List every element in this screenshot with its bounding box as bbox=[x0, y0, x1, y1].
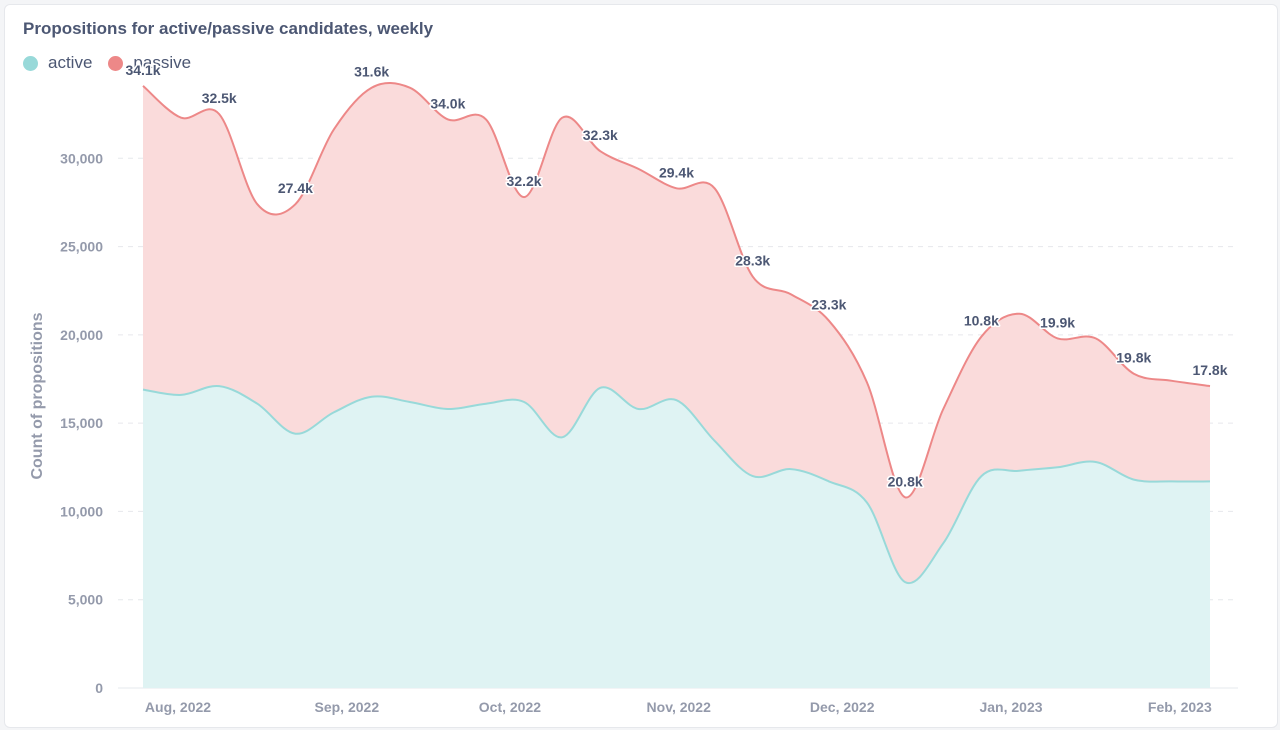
x-tick-label: Nov, 2022 bbox=[647, 699, 712, 715]
data-label: 31.6k bbox=[354, 64, 389, 80]
y-tick-label: 5,000 bbox=[68, 592, 103, 608]
legend-item-passive[interactable]: passive bbox=[108, 53, 191, 73]
data-label: 23.3k bbox=[811, 297, 846, 313]
legend-dot-passive bbox=[108, 55, 124, 71]
data-label: 29.4k bbox=[659, 164, 694, 180]
data-label: 27.4k bbox=[278, 180, 313, 196]
y-tick-label: 10,000 bbox=[60, 503, 103, 519]
data-label: 34.0k bbox=[430, 95, 465, 111]
legend-label-active: active bbox=[48, 53, 93, 72]
y-tick-label: 30,000 bbox=[60, 150, 103, 166]
data-label: 32.2k bbox=[507, 173, 542, 189]
x-tick-label: Dec, 2022 bbox=[810, 699, 875, 715]
legend: active passive bbox=[23, 53, 207, 73]
x-tick-label: Oct, 2022 bbox=[479, 699, 541, 715]
data-label: 28.3k bbox=[735, 253, 770, 269]
chart-title: Propositions for active/passive candidat… bbox=[23, 19, 434, 38]
data-label: 19.9k bbox=[1040, 314, 1075, 330]
passive-area bbox=[143, 83, 1210, 584]
passive-series-line bbox=[142, 82, 1211, 499]
data-label: 34.1k bbox=[125, 62, 160, 78]
active-series-line bbox=[142, 385, 1211, 585]
active-area bbox=[143, 385, 1210, 688]
y-axis-label: Count of propositions bbox=[29, 312, 46, 479]
y-tick-label: 15,000 bbox=[60, 415, 103, 431]
data-label: 32.3k bbox=[583, 127, 618, 143]
x-tick-label: Aug, 2022 bbox=[145, 699, 211, 715]
data-label: 17.8k bbox=[1192, 362, 1227, 378]
legend-label-passive: passive bbox=[133, 53, 192, 72]
x-tick-label: Sep, 2022 bbox=[315, 699, 380, 715]
legend-item-active[interactable]: active bbox=[23, 53, 92, 73]
x-tick-label: Jan, 2023 bbox=[979, 699, 1042, 715]
data-label: 19.8k bbox=[1116, 350, 1151, 366]
data-label: 20.8k bbox=[888, 473, 923, 489]
y-tick-label: 0 bbox=[95, 680, 103, 696]
x-tick-label: Feb, 2023 bbox=[1148, 699, 1212, 715]
data-label: 32.5k bbox=[202, 90, 237, 106]
data-label: 10.8k bbox=[964, 313, 999, 329]
y-tick-label: 20,000 bbox=[60, 327, 103, 343]
y-tick-label: 25,000 bbox=[60, 239, 103, 255]
legend-dot-active bbox=[23, 55, 38, 71]
